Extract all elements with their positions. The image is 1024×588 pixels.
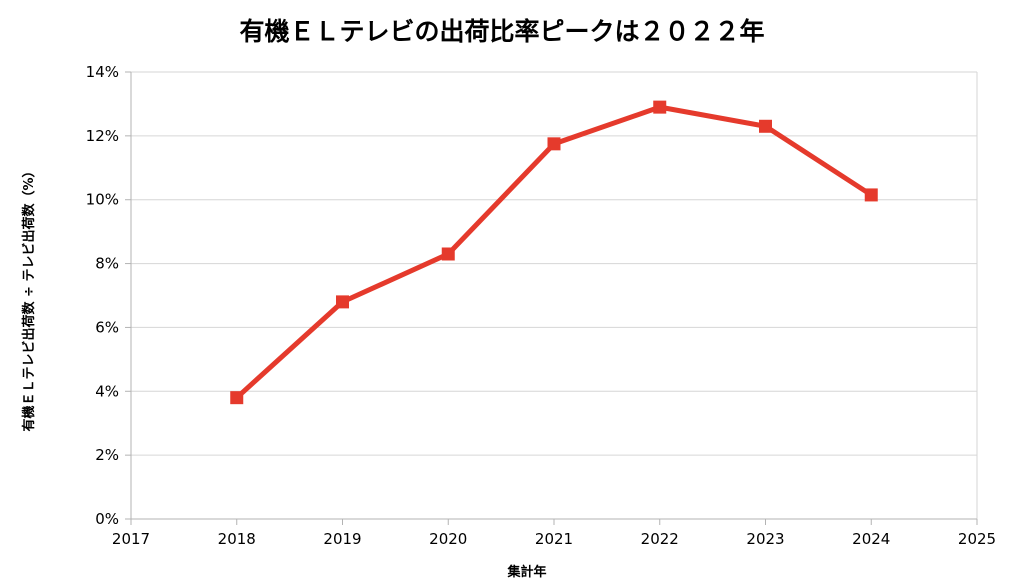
data-point-marker: [653, 100, 667, 114]
axis-layer: [125, 71, 978, 525]
y-tick-label: 8%: [95, 255, 119, 273]
x-tick-label: 2017: [112, 530, 150, 548]
y-tick-label: 4%: [95, 382, 119, 400]
x-tick-labels: 2017 2018 2019 2020 2021 2022 2023 2024 2025: [112, 530, 996, 548]
data-point-marker: [547, 137, 561, 151]
x-tick-label: 2023: [746, 530, 784, 548]
x-tick-label: 2020: [429, 530, 467, 548]
x-tick-label: 2019: [323, 530, 361, 548]
x-tick-label: 2021: [535, 530, 573, 548]
series-line: [234, 104, 874, 401]
series-layer: [230, 100, 878, 405]
data-point-marker: [759, 119, 772, 133]
data-point-marker: [441, 247, 455, 261]
data-point-marker: [864, 188, 878, 202]
y-tick-label: 6%: [95, 318, 119, 336]
y-tick-label: 2%: [95, 446, 119, 464]
x-tick-label: 2025: [958, 530, 996, 548]
x-tick-label: 2024: [852, 530, 890, 548]
y-tick-labels: 0% 2% 4% 6% 8% 10% 12% 14%: [86, 63, 119, 528]
y-tick-label: 12%: [86, 127, 119, 145]
y-tick-label: 10%: [86, 191, 119, 209]
data-point-marker: [336, 295, 349, 309]
x-tick-label: 2018: [218, 530, 256, 548]
x-tick-label: 2022: [641, 530, 679, 548]
grid-layer: [131, 71, 978, 520]
x-axis-title: 集計年: [506, 564, 546, 580]
y-tick-label: 0%: [95, 510, 119, 528]
y-axis-title: 有機ＥＬテレビ出荷数 ÷ テレビ出荷数（%）: [21, 165, 37, 432]
y-tick-label: 14%: [86, 63, 119, 81]
chart-title: 有機ＥＬテレビの出荷比率ピークは２０２２年: [239, 17, 764, 46]
data-point-marker: [230, 391, 244, 405]
